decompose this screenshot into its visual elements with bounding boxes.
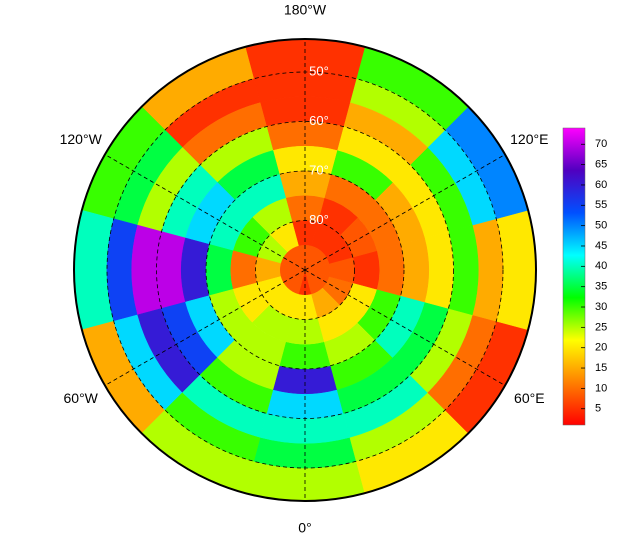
grid-cell — [230, 250, 258, 290]
meridian-label: 120°W — [60, 131, 103, 147]
grid-cell — [205, 244, 234, 296]
colorbar-tick-label: 65 — [595, 159, 607, 171]
colorbar-tick-label: 45 — [595, 240, 607, 252]
meridian-line — [304, 269, 506, 386]
meridian-line — [104, 154, 306, 271]
colorbar-tick-label: 70 — [595, 138, 607, 150]
meridian-label: 0° — [298, 520, 311, 536]
parallel-label: 80° — [309, 212, 329, 227]
meridian-label: 180°W — [284, 2, 327, 18]
parallel-label: 70° — [309, 162, 329, 177]
meridian-line — [304, 154, 506, 271]
parallel-label: 50° — [309, 63, 329, 78]
meridian-label: 60°E — [514, 390, 545, 406]
colorbar-tick-label: 35 — [595, 281, 607, 293]
grid-cell — [400, 237, 429, 303]
colorbar — [562, 127, 586, 426]
colorbar-tick-label: 40 — [595, 260, 607, 272]
colorbar-tick-label: 50 — [595, 220, 607, 232]
grid-cell — [352, 250, 380, 290]
meridian-line — [104, 269, 306, 386]
parallel-label: 60° — [309, 113, 329, 128]
meridian-label: 60°W — [64, 390, 99, 406]
grid-cell — [287, 269, 306, 295]
grid-cell — [376, 244, 405, 296]
colorbar-tick-label: 15 — [595, 362, 607, 374]
colorbar-tick-label: 60 — [595, 179, 607, 191]
colorbar-tick-label: 55 — [595, 199, 607, 211]
colorbar-tick-label: 10 — [595, 382, 607, 394]
grid-cell — [181, 237, 210, 303]
colorbar-tick-label: 20 — [595, 342, 607, 354]
meridian-label: 120°E — [510, 131, 548, 147]
colorbar-tick-label: 5 — [595, 403, 601, 415]
map-border — [73, 38, 537, 502]
colorbar-tick-label: 25 — [595, 321, 607, 333]
colorbar-tick-label: 30 — [595, 301, 607, 313]
